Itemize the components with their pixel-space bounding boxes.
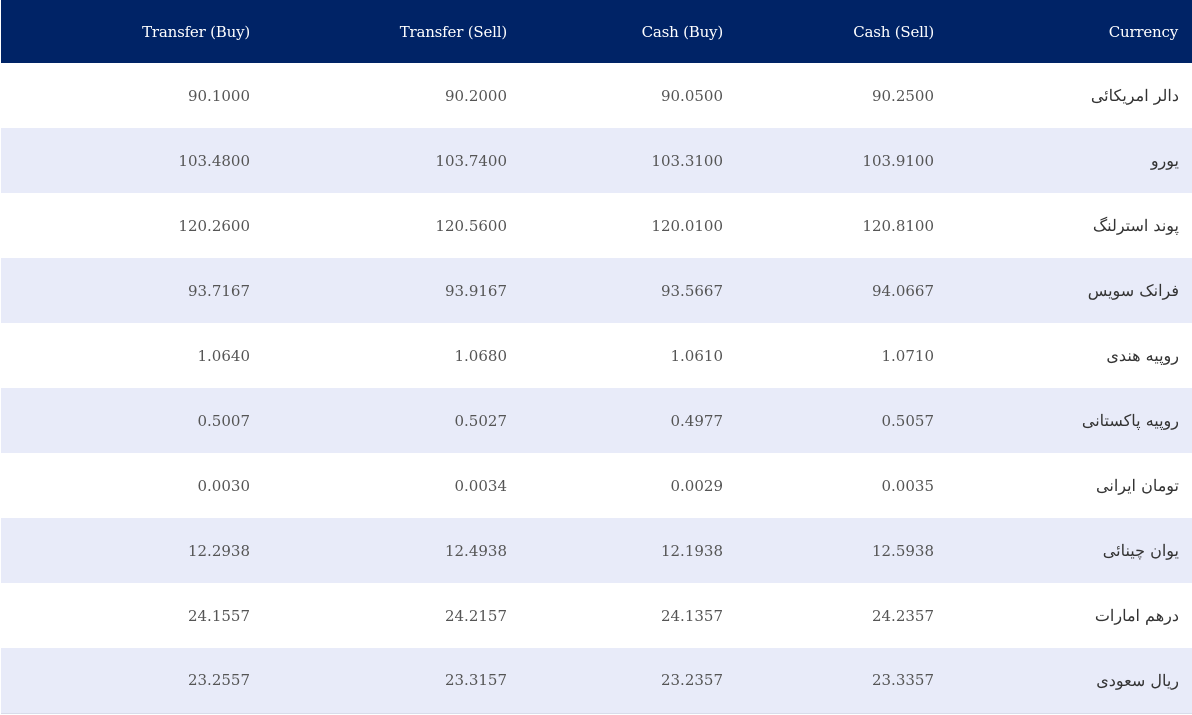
table-header: Transfer (Buy) Transfer (Sell) Cash (Buy… (1, 0, 1192, 63)
cell-cash-sell: 0.0035 (881, 476, 935, 495)
table-row: 23.2557 23.3157 23.2357 23.3357 ریال سعودی (1, 648, 1192, 713)
cell-currency-name: فرانک سویس (1087, 281, 1179, 300)
cell-transfer-buy: 1.0640 (197, 346, 251, 365)
cell-transfer-buy: 12.2938 (187, 541, 250, 560)
cell-transfer-sell: 90.2000 (444, 86, 507, 105)
cell-cash-buy: 120.0100 (651, 216, 723, 235)
cell-currency-name: روپیه هندی (1106, 346, 1179, 365)
cell-cash-buy: 12.1938 (660, 541, 723, 560)
header-cash-sell: Cash (Sell) (853, 22, 934, 41)
header-cash-buy: Cash (Buy) (641, 22, 724, 41)
cell-cash-buy: 90.0500 (660, 86, 723, 105)
cell-currency-name: روپیه پاکستانی (1081, 411, 1179, 430)
cell-transfer-buy: 93.7167 (187, 281, 250, 300)
cell-transfer-buy: 23.2557 (187, 671, 250, 690)
cell-transfer-sell: 24.2157 (444, 606, 507, 625)
cell-transfer-buy: 0.5007 (197, 411, 251, 430)
cell-cash-sell: 90.2500 (871, 86, 934, 105)
table-row: 24.1557 24.2157 24.1357 24.2357 درهم امارات (1, 583, 1192, 648)
table-row: 12.2938 12.4938 12.1938 12.5938 یوان چینائی (1, 518, 1192, 583)
cell-cash-sell: 1.0710 (881, 346, 935, 365)
cell-cash-sell: 94.0667 (871, 281, 934, 300)
table-row: 93.7167 93.9167 93.5667 94.0667 فرانک سویس (1, 258, 1192, 323)
cell-transfer-sell: 103.7400 (435, 151, 507, 170)
cell-transfer-sell: 23.3157 (444, 671, 507, 690)
cell-transfer-buy: 120.2600 (178, 216, 250, 235)
cell-cash-sell: 23.3357 (871, 671, 934, 690)
cell-transfer-sell: 120.5600 (435, 216, 507, 235)
cell-currency-name: ریال سعودی (1096, 670, 1179, 690)
table-row: 90.1000 90.2000 90.0500 90.2500 دالر امریکائ… (1, 63, 1192, 128)
cell-transfer-sell: 0.0034 (454, 476, 508, 495)
table-row: 1.0640 1.0680 1.0610 1.0710 روپیه هندی (1, 323, 1192, 388)
cell-transfer-buy: 24.1557 (187, 606, 250, 625)
cell-currency-name: یوان چینائی (1102, 541, 1179, 560)
cell-transfer-buy: 90.1000 (187, 86, 250, 105)
cell-cash-sell: 24.2357 (871, 606, 934, 625)
table-row: 120.2600 120.5600 120.0100 120.8100 پوند است… (1, 193, 1192, 258)
header-row: Transfer (Buy) Transfer (Sell) Cash (Buy… (1, 0, 1192, 63)
cell-transfer-sell: 1.0680 (454, 346, 508, 365)
cell-currency-name: درهم امارات (1094, 606, 1179, 625)
table-row: 0.0030 0.0034 0.0029 0.0035 تومان ایرانی (1, 453, 1192, 518)
header-transfer-buy: Transfer (Buy) (142, 22, 250, 41)
cell-cash-buy: 23.2357 (660, 671, 723, 690)
cell-currency-name: دالر امریکائی (1090, 86, 1179, 105)
cell-transfer-buy: 103.4800 (178, 151, 250, 170)
cell-currency-name: تومان ایرانی (1096, 476, 1179, 495)
cell-cash-buy: 24.1357 (660, 606, 723, 625)
cell-cash-sell: 103.9100 (862, 151, 934, 170)
table-row: 0.5007 0.5027 0.4977 0.5057 روپیه پاکستانی (1, 388, 1192, 453)
cell-transfer-buy: 0.0030 (197, 476, 251, 495)
header-currency: Currency (1108, 22, 1178, 41)
cell-cash-sell: 120.8100 (862, 216, 934, 235)
cell-currency-name: پوند استرلنگ (1092, 216, 1179, 235)
cell-transfer-sell: 0.5027 (454, 411, 508, 430)
table-row: 103.4800 103.7400 103.3100 103.9100 یورو (1, 128, 1192, 193)
cell-cash-buy: 93.5667 (660, 281, 723, 300)
header-transfer-sell: Transfer (Sell) (399, 22, 507, 41)
cell-cash-sell: 0.5057 (881, 411, 935, 430)
cell-transfer-sell: 12.4938 (444, 541, 507, 560)
cell-cash-sell: 12.5938 (871, 541, 934, 560)
cell-transfer-sell: 93.9167 (444, 281, 507, 300)
cell-currency-name: یورو (1150, 151, 1179, 170)
cell-cash-buy: 103.3100 (651, 151, 723, 170)
cell-cash-buy: 0.4977 (670, 411, 724, 430)
cell-cash-buy: 1.0610 (670, 346, 724, 365)
cell-cash-buy: 0.0029 (670, 476, 724, 495)
table-body: 90.1000 90.2000 90.0500 90.2500 دالر امریکائ… (1, 63, 1192, 713)
